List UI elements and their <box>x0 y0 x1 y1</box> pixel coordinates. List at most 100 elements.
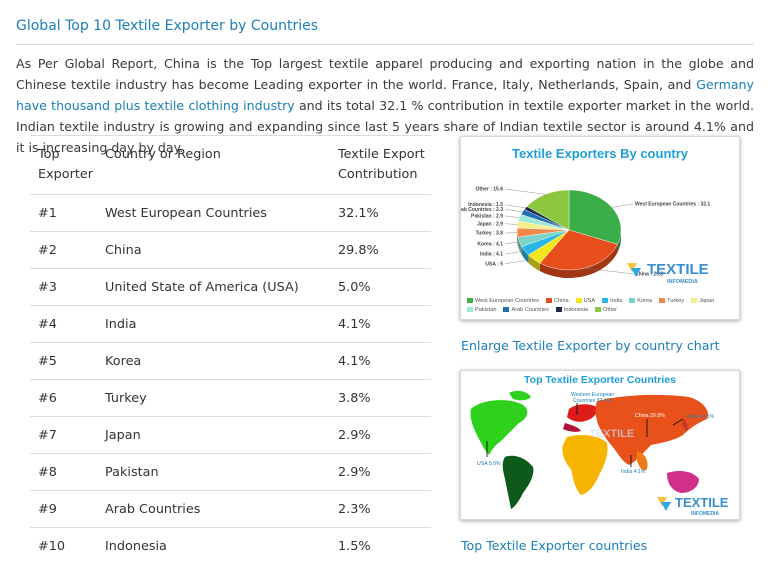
legend-label: Other <box>603 307 618 313</box>
legend-item: Arab Countries <box>503 306 549 315</box>
legend-label: Turkey <box>667 298 685 304</box>
legend-item: India <box>602 297 622 306</box>
pie-data-label: Korea : 4.1 <box>477 241 503 247</box>
map-center-watermark: TEXTILE <box>589 428 634 440</box>
legend-label: Japan <box>699 298 715 304</box>
north-america-region <box>470 400 528 455</box>
table-row: #3 United State of America (USA) 5.0% <box>30 268 431 306</box>
map-chart-card[interactable]: Western European Countries 32.1% China 2… <box>460 370 740 520</box>
legend-swatch <box>467 298 473 303</box>
legend-item: China <box>545 297 569 306</box>
south-america-region <box>502 455 534 509</box>
map-label-western-europe-value: Countries 32.1% <box>573 398 612 404</box>
pie-data-label: India : 4.1 <box>480 252 503 258</box>
pie-label-leader <box>504 204 526 209</box>
legend-swatch <box>595 307 602 312</box>
pie-label-leader <box>504 241 520 244</box>
table-row: #10 Indonesia 1.5% <box>30 528 431 565</box>
table-row: #4 India 4.1% <box>30 305 431 343</box>
legend-swatch <box>575 298 582 303</box>
page-heading: Global Top 10 Textile Exporter by Countr… <box>16 18 319 34</box>
europe-region <box>567 404 598 422</box>
contribution-cell: 2.9% <box>338 453 431 491</box>
asia-region <box>595 394 709 465</box>
legend-label: India <box>610 298 623 304</box>
west-europe-region <box>563 423 581 432</box>
intro-text-1: As Per Global Report, China is the Top l… <box>16 56 754 92</box>
header-contribution: Textile Export Contribution <box>338 135 431 195</box>
rank-cell: #3 <box>30 268 105 306</box>
table-row: #8 Pakistan 2.9% <box>30 453 431 491</box>
intro-link[interactable]: Germany have thousand plus textile cloth… <box>16 77 754 113</box>
contribution-cell: 1.5% <box>338 538 371 554</box>
legend-item: Turkey <box>659 297 684 306</box>
pie-label-leader <box>504 215 520 218</box>
header-rank: Top Exporter <box>30 135 105 195</box>
legend-item: West European Countries <box>467 297 539 306</box>
legend-item: Korea <box>629 297 652 306</box>
legend-swatch <box>629 298 636 303</box>
world-map: Western European Countries 32.1% China 2… <box>470 390 729 517</box>
pie-data-label: USA : 5 <box>485 261 503 267</box>
legend-item: Pakistan <box>467 306 496 315</box>
africa-region <box>562 435 608 495</box>
map-watermark-main: TEXTILE <box>675 495 729 510</box>
country-cell: Japan <box>105 416 338 454</box>
rank-cell: #8 <box>30 453 105 491</box>
rank-cell: #2 <box>30 231 105 269</box>
header-country: Country or Region <box>105 135 338 195</box>
country-cell: Indonesia <box>105 538 167 554</box>
rank-cell: #10 <box>38 538 66 554</box>
legend-swatch <box>545 298 552 303</box>
pie-chart: West European Countries : 32.1 China : 29… <box>461 187 710 285</box>
heading-divider <box>16 44 754 45</box>
map-label-korea: Korea 4.1% <box>687 414 714 420</box>
rank-cell: #5 <box>30 342 105 380</box>
header-contribution-line-1: Textile Export <box>338 147 425 162</box>
pie-data-label: Indonesia : 1.5 <box>468 202 503 208</box>
pie-label-leader <box>504 208 523 213</box>
pie-slice-side <box>528 254 540 272</box>
rank-cell: #7 <box>30 416 105 454</box>
pie-data-label: China : 29.8 <box>635 271 663 277</box>
country-cell: Arab Countries <box>105 490 338 528</box>
header-rank-line-1: Top <box>38 147 60 162</box>
legend-label: Korea <box>637 298 653 304</box>
legend-item: Other <box>595 306 617 315</box>
pie-chart-link[interactable]: Enlarge Textile Exporter by country char… <box>461 338 720 353</box>
rank-cell: #9 <box>30 490 105 528</box>
pie-watermark-main: TEXTILE <box>647 261 709 278</box>
contribution-cell: 2.9% <box>338 416 431 454</box>
pie-watermark-sub: INFOMEDIA <box>667 279 698 285</box>
map-watermark-sub: INFOMEDIA <box>691 511 719 517</box>
contribution-cell: 2.3% <box>338 490 431 528</box>
table-row: #2 China 29.8% <box>30 231 431 269</box>
country-cell: Korea <box>105 342 338 380</box>
legend-swatch <box>503 307 510 312</box>
table-row: #5 Korea 4.1% <box>30 342 431 380</box>
contribution-cell: 5.0% <box>338 268 431 306</box>
pie-label-leader <box>504 223 518 225</box>
table-row: #6 Turkey 3.8% <box>30 379 431 417</box>
contribution-cell: 32.1% <box>338 194 431 232</box>
pie-slice-china <box>539 229 618 271</box>
pie-slice-side <box>517 237 522 255</box>
map-chart-link[interactable]: Top Textile Exporter countries <box>461 538 648 553</box>
contribution-cell: 3.8% <box>338 379 431 417</box>
table-row: #9 Arab Countries 2.3% <box>30 490 431 528</box>
table-row: #7 Japan 2.9% <box>30 416 431 454</box>
pie-data-label: Turkey : 3.8 <box>476 231 504 237</box>
pie-chart-title: Textile Exporters By country <box>511 146 689 161</box>
pie-chart-card[interactable]: West European Countries : 32.1 China : 29… <box>460 136 740 320</box>
country-cell: United State of America (USA) <box>105 268 338 306</box>
map-chart-title: Top Textile Exporter Countries <box>524 374 676 386</box>
pie-data-label: Other : 15.6 <box>475 187 503 193</box>
pie-data-label: Japan : 2.9 <box>477 221 503 227</box>
legend-label: Arab Countries <box>511 307 549 313</box>
country-cell: West European Countries <box>105 194 338 232</box>
header-rank-line-2: Exporter <box>38 167 94 182</box>
korea-region <box>682 419 688 431</box>
pie-slice-side <box>521 246 529 263</box>
legend-label: Indonesia <box>563 307 589 313</box>
pie-slice-side <box>617 230 621 253</box>
